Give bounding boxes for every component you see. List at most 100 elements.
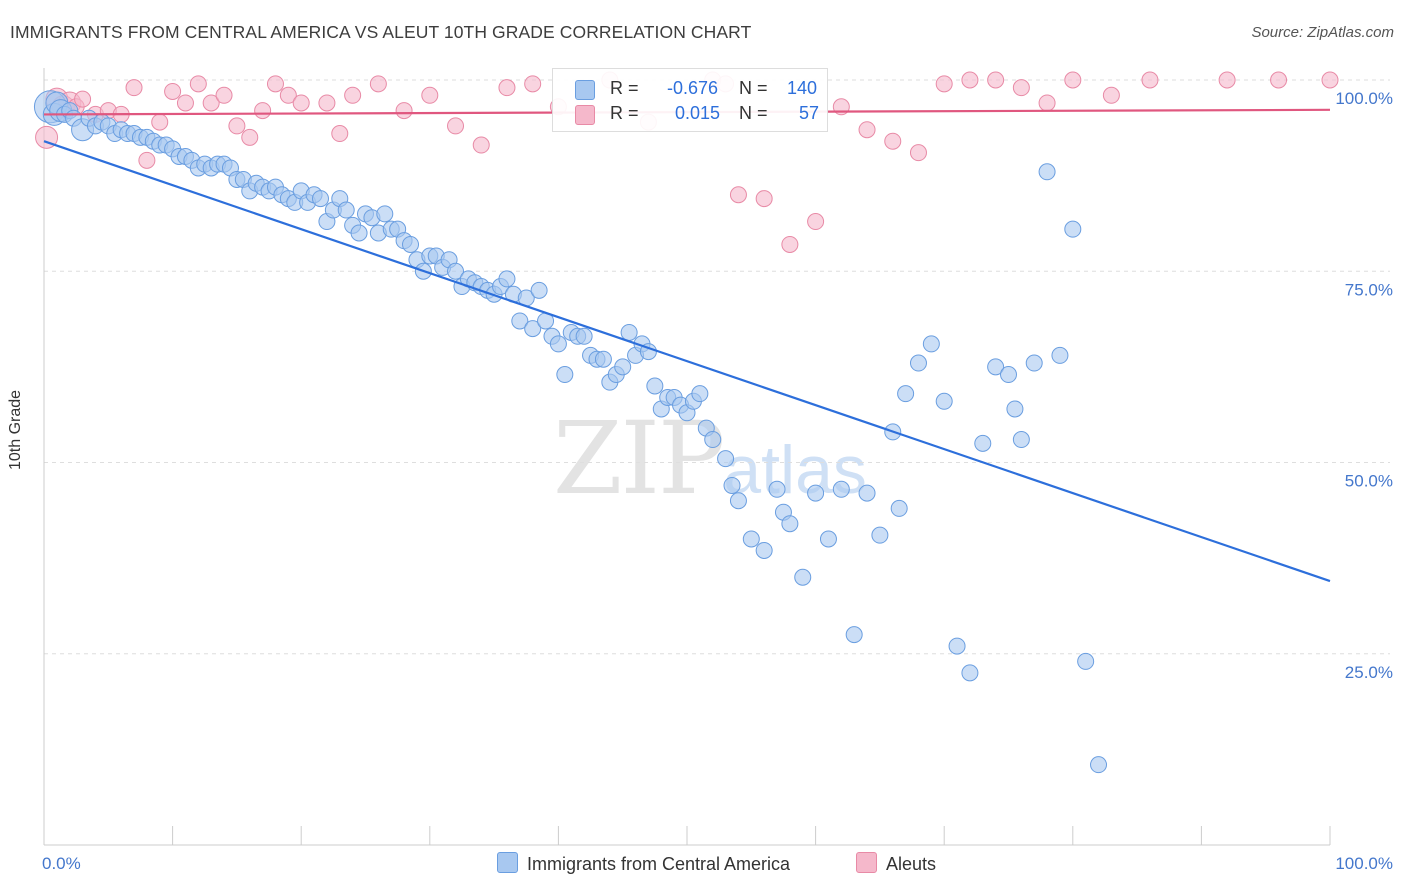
y-tick-label: 50.0%: [1345, 472, 1393, 491]
aleut-point: [1270, 71, 1288, 89]
x-tick-label: 0.0%: [42, 854, 81, 873]
immigrant-point: [1000, 366, 1017, 384]
y-tick-label: 25.0%: [1345, 663, 1393, 682]
chart-title: IMMIGRANTS FROM CENTRAL AMERICA VS ALEUT…: [10, 22, 752, 42]
aleut-point: [151, 113, 169, 131]
legend-r-value: -0.676: [667, 78, 719, 98]
legend-r-value: 0.015: [675, 103, 721, 123]
immigrant-point: [845, 626, 863, 644]
immigrant-point: [614, 358, 632, 376]
bottom-legend-aleuts[interactable]: Aleuts: [856, 852, 936, 875]
immigrant-point: [897, 385, 915, 403]
bottom-legend-swatch-blue: [497, 852, 518, 873]
aleut-point: [164, 82, 182, 100]
aleut-point: [138, 151, 156, 169]
aleut-point: [935, 75, 953, 93]
aleut-point: [395, 102, 413, 120]
immigrant-point: [832, 480, 850, 498]
immigrant-point: [350, 224, 368, 242]
aleut-point: [447, 117, 465, 135]
immigrant-point: [858, 484, 876, 502]
immigrant-point: [935, 392, 953, 410]
aleut-point: [279, 86, 297, 104]
aleut-point: [472, 136, 490, 154]
aleut-point: [498, 79, 516, 97]
aleut-point: [858, 121, 876, 139]
immigrant-trend-line: [43, 140, 1331, 583]
immigrant-point: [871, 526, 889, 544]
immigrant-point: [549, 335, 567, 353]
bottom-legend-immigrants[interactable]: Immigrants from Central America: [497, 852, 790, 875]
immigrant-point: [819, 530, 837, 548]
immigrant-point: [807, 484, 825, 502]
aleut-point: [1218, 71, 1236, 89]
immigrant-point: [337, 201, 355, 219]
bottom-legend-label: Aleuts: [886, 854, 937, 874]
aleut-point: [369, 75, 387, 93]
aleut-point: [909, 144, 927, 162]
aleut-point: [344, 86, 362, 104]
immigrant-point: [704, 431, 722, 449]
aleut-point: [1012, 79, 1030, 97]
immigrant-point: [1012, 431, 1030, 449]
immigrant-point: [723, 476, 741, 494]
legend-r-label: R =: [610, 103, 639, 123]
aleut-point: [961, 71, 979, 89]
aleut-point: [807, 213, 825, 231]
immigrant-point: [498, 270, 516, 288]
aleut-point: [1038, 94, 1056, 112]
immigrant-point: [890, 499, 908, 517]
legend-n-label: N =: [739, 78, 768, 98]
aleut-point: [318, 94, 336, 112]
immigrant-point: [1025, 354, 1043, 372]
watermark-zip: ZIP: [553, 400, 725, 517]
immigrant-point: [575, 327, 593, 345]
immigrant-point: [447, 262, 465, 280]
legend-n-value: 57: [799, 103, 820, 123]
aleut-point: [987, 71, 1005, 89]
immigrant-point: [524, 320, 542, 338]
immigrant-point: [781, 515, 799, 533]
y-tick-label: 100.0%: [1335, 89, 1393, 108]
immigrant-point: [511, 312, 529, 330]
immigrant-point: [961, 664, 979, 682]
aleut-point: [884, 132, 902, 150]
y-tick-label: 75.0%: [1345, 280, 1393, 299]
aleut-point: [1141, 71, 1159, 89]
aleut-point: [266, 75, 284, 93]
immigrant-point: [755, 541, 773, 559]
aleut-point: [176, 94, 194, 112]
immigrant-point: [1006, 400, 1024, 418]
immigrant-point: [794, 568, 812, 586]
immigrant-point: [1090, 756, 1108, 774]
immigrant-point: [717, 450, 735, 468]
aleut-point: [215, 86, 233, 104]
immigrant-point: [729, 492, 747, 510]
immigrant-point: [402, 235, 420, 253]
immigrant-point: [1051, 346, 1069, 364]
aleut-point: [524, 75, 542, 93]
immigrant-point: [909, 354, 927, 372]
aleut-point: [292, 94, 310, 112]
aleut-point: [755, 190, 773, 208]
aleut-point: [189, 75, 207, 93]
x-tick-label: 100.0%: [1335, 854, 1393, 873]
aleut-point: [1321, 71, 1339, 89]
immigrant-point: [974, 434, 992, 452]
immigrant-point: [376, 205, 394, 223]
immigrant-point: [1038, 163, 1056, 181]
legend-swatch-pink: [575, 105, 595, 125]
immigrant-point: [646, 377, 664, 395]
immigrant-point: [768, 480, 786, 498]
aleut-point: [421, 86, 439, 104]
stats-legend: R = -0.676 N = 140 R = 0.015 N = 57: [552, 68, 828, 132]
legend-n-label: N =: [739, 103, 768, 123]
immigrant-point: [691, 385, 709, 403]
source-credit[interactable]: Source: ZipAtlas.com: [1251, 24, 1394, 41]
immigrant-point: [620, 323, 638, 341]
aleut-point: [241, 128, 259, 146]
bottom-legend-label: Immigrants from Central America: [527, 854, 791, 874]
aleut-point: [254, 102, 272, 120]
aleut-point: [74, 90, 92, 108]
